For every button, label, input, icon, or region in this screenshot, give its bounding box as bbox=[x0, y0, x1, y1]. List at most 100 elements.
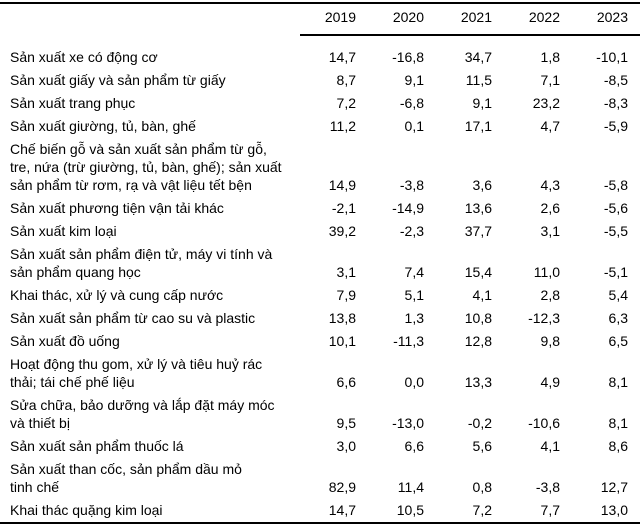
value-cell: 3,0 bbox=[336, 438, 356, 454]
row-label: Sản xuất sản phẩm thuốc lá bbox=[10, 438, 184, 454]
value-cell: 8,7 bbox=[336, 72, 356, 88]
year-header-2020: 2020 bbox=[368, 3, 436, 36]
value-cell: 2,6 bbox=[540, 200, 560, 216]
value-cell: 15,4 bbox=[464, 264, 492, 280]
value-cell: 14,9 bbox=[328, 177, 356, 193]
value-cell: 6,6 bbox=[336, 374, 356, 390]
value-cell: 0,8 bbox=[472, 479, 492, 495]
value-cell: 14,7 bbox=[328, 502, 356, 518]
value-cell: 82,9 bbox=[328, 479, 356, 495]
value-cell: 13,3 bbox=[464, 374, 492, 390]
table-row: Sản xuất sản phẩm từ cao su và plastic 13… bbox=[0, 307, 640, 330]
value-cell: 10,8 bbox=[464, 310, 492, 326]
value-cell: 6,6 bbox=[404, 438, 424, 454]
row-label: Sản xuất than cốc, sản phẩm dầu mỏ tinh … bbox=[10, 461, 242, 495]
row-label: Sản xuất giấy và sản phẩm từ giấy bbox=[10, 72, 226, 88]
value-cell: 23,2 bbox=[532, 95, 560, 111]
row-label: Khai thác, xử lý và cung cấp nước bbox=[10, 287, 224, 303]
value-cell: -5,1 bbox=[603, 264, 628, 280]
table-row: Sản xuất trang phục 7,2 -6,8 9,1 23,2 -8,3 bbox=[0, 92, 640, 115]
year-header-2023: 2023 bbox=[572, 3, 640, 36]
value-cell: 39,2 bbox=[328, 223, 356, 239]
row-label: Sản xuất sản phẩm điện tử, máy vi tính v… bbox=[10, 246, 273, 280]
value-cell: 8,1 bbox=[608, 415, 628, 431]
value-cell: -0,2 bbox=[467, 415, 492, 431]
value-cell: 0,0 bbox=[404, 374, 424, 390]
table-row: Hoạt động thu gom, xử lý và tiêu huỷ rác… bbox=[0, 353, 640, 394]
value-cell: 7,2 bbox=[336, 95, 356, 111]
value-cell: 4,1 bbox=[540, 438, 560, 454]
table-row: Sản xuất giấy và sản phẩm từ giấy 8,7 9,1 1… bbox=[0, 69, 640, 92]
value-cell: 3,6 bbox=[472, 177, 492, 193]
value-cell: 3,1 bbox=[540, 223, 560, 239]
row-label: Sản xuất kim loại bbox=[10, 223, 117, 239]
value-cell: -8,5 bbox=[603, 72, 628, 88]
row-label: Sản xuất sản phẩm từ cao su và plastic bbox=[10, 310, 256, 326]
row-label: Chế biến gỗ và sản xuất sản phẩm từ gỗ, … bbox=[10, 141, 282, 193]
row-label: Sửa chữa, bảo dưỡng và lắp đặt máy móc v… bbox=[10, 397, 275, 431]
value-cell: 7,1 bbox=[540, 72, 560, 88]
row-label: Sản xuất phương tiện vận tải khác bbox=[10, 200, 224, 216]
table-row: Sản xuất kim loại 39,2 -2,3 37,7 3,1 -5,5 bbox=[0, 220, 640, 243]
value-cell: -2,3 bbox=[399, 223, 424, 239]
value-cell: 4,1 bbox=[472, 287, 492, 303]
value-cell: 11,5 bbox=[465, 72, 492, 88]
row-label: Sản xuất trang phục bbox=[10, 95, 136, 111]
value-cell: 8,6 bbox=[608, 438, 628, 454]
value-cell: -10,6 bbox=[528, 415, 560, 431]
value-cell: 13,8 bbox=[328, 310, 356, 326]
value-cell: -5,5 bbox=[603, 223, 628, 239]
row-label: Khai thác quặng kim loại bbox=[10, 502, 163, 518]
year-header-2021: 2021 bbox=[436, 3, 504, 36]
table-row: Khai thác quặng kim loại 14,7 10,5 7,2 7,7 13… bbox=[0, 499, 640, 523]
value-cell: -14,9 bbox=[392, 200, 424, 216]
row-label: Sản xuất đồ uống bbox=[10, 333, 120, 349]
table-row: Sản xuất sản phẩm điện tử, máy vi tính v… bbox=[0, 243, 640, 284]
value-cell: 11,2 bbox=[329, 118, 356, 134]
table-row: Sản xuất đồ uống 10,1 -11,3 12,8 9,8 6,5 bbox=[0, 330, 640, 353]
row-label-header-blank bbox=[0, 3, 300, 35]
value-cell: -10,1 bbox=[596, 49, 628, 65]
value-cell: -12,3 bbox=[528, 310, 560, 326]
value-cell: 8,1 bbox=[608, 374, 628, 390]
table-row: Sản xuất than cốc, sản phẩm dầu mỏ tinh … bbox=[0, 458, 640, 499]
table-row: Sản xuất sản phẩm thuốc lá 3,0 6,6 5,6 4,1 8,… bbox=[0, 435, 640, 458]
value-cell: -16,8 bbox=[392, 49, 424, 65]
value-cell: -5,9 bbox=[603, 118, 628, 134]
value-cell: 6,3 bbox=[608, 310, 628, 326]
value-cell: 5,6 bbox=[472, 438, 492, 454]
value-cell: 17,1 bbox=[464, 118, 492, 134]
value-cell: 1,3 bbox=[404, 310, 424, 326]
value-cell: 7,2 bbox=[472, 502, 492, 518]
value-cell: 10,5 bbox=[396, 502, 424, 518]
value-cell: 4,9 bbox=[540, 374, 560, 390]
table-row: Khai thác, xử lý và cung cấp nước 7,9 5,1 4… bbox=[0, 284, 640, 307]
value-cell: -5,6 bbox=[603, 200, 628, 216]
value-cell: 4,3 bbox=[540, 177, 560, 193]
value-cell: 11,0 bbox=[533, 264, 560, 280]
table-row: Sản xuất phương tiện vận tải khác -2,1 -14… bbox=[0, 197, 640, 220]
value-cell: 7,9 bbox=[336, 287, 356, 303]
value-cell: -2,1 bbox=[331, 200, 356, 216]
value-cell: 34,7 bbox=[464, 49, 492, 65]
value-cell: 2,8 bbox=[540, 287, 560, 303]
value-cell: 10,1 bbox=[328, 333, 356, 349]
value-cell: 1,8 bbox=[540, 49, 560, 65]
year-header-2022: 2022 bbox=[504, 3, 572, 36]
value-cell: 5,4 bbox=[608, 287, 628, 303]
value-cell: 13,0 bbox=[600, 502, 628, 518]
value-cell: 9,8 bbox=[540, 333, 560, 349]
value-cell: -5,8 bbox=[603, 177, 628, 193]
value-cell: -13,0 bbox=[392, 415, 424, 431]
table-row: Chế biến gỗ và sản xuất sản phẩm từ gỗ, … bbox=[0, 138, 640, 197]
value-cell: 37,7 bbox=[464, 223, 492, 239]
value-cell: 0,1 bbox=[404, 118, 424, 134]
row-label: Sản xuất giường, tủ, bàn, ghế bbox=[10, 118, 196, 134]
value-cell: 5,1 bbox=[404, 287, 424, 303]
table-row: Sản xuất xe có động cơ 14,7 -16,8 34,7 1,8 -1… bbox=[0, 35, 640, 69]
value-cell: 7,7 bbox=[540, 502, 560, 518]
value-cell: 9,1 bbox=[404, 72, 424, 88]
value-cell: 13,6 bbox=[464, 200, 492, 216]
